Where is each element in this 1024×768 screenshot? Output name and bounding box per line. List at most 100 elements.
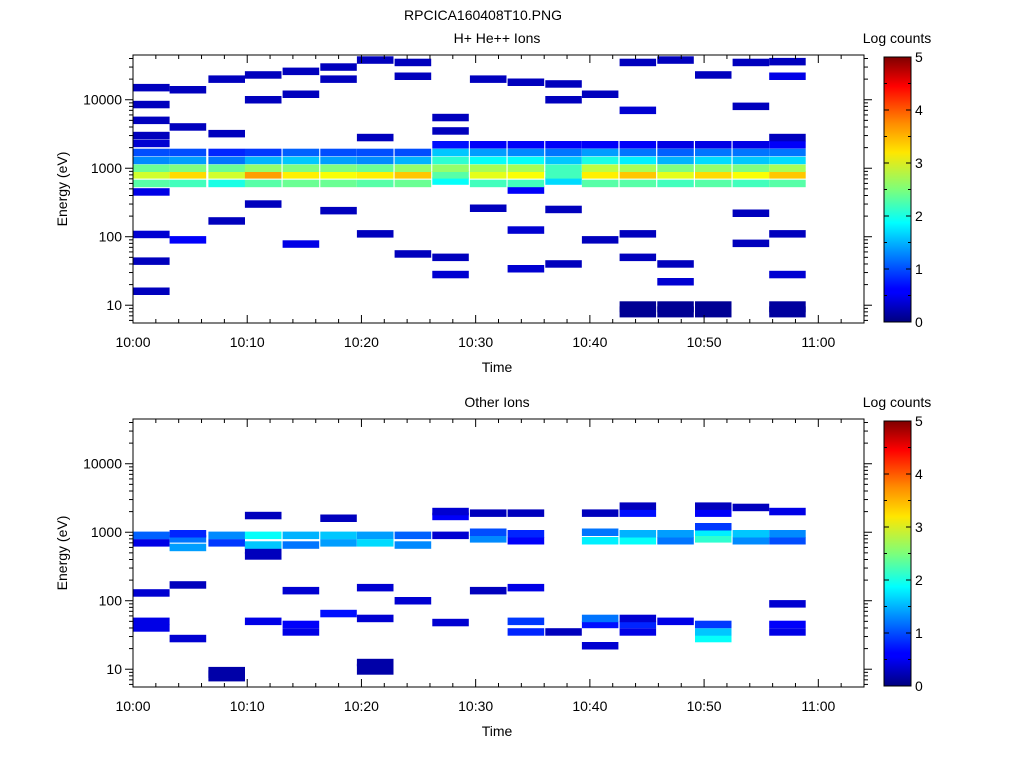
heatmap-cell <box>133 139 170 148</box>
heatmap-cell <box>394 597 432 605</box>
x-tick-label: 10:00 <box>115 698 150 714</box>
heatmap-cell <box>169 164 207 172</box>
heatmap-cell <box>244 541 282 549</box>
heatmap-cell <box>695 628 732 636</box>
heatmap-cell <box>581 620 619 629</box>
heatmap-cell <box>432 164 469 172</box>
heatmap-cell <box>657 171 694 179</box>
colorbar <box>883 56 912 323</box>
heatmap-cell <box>469 528 507 536</box>
heatmap-cell <box>545 177 582 185</box>
heatmap-cell <box>769 620 806 629</box>
heatmap-cell <box>695 509 732 517</box>
heatmap-cell <box>282 586 320 595</box>
colorbar-tick-label: 5 <box>915 49 923 65</box>
colorbar-tick-label: 4 <box>915 102 923 118</box>
x-tick-label: 11:00 <box>801 698 835 714</box>
panel-h-he-ions: H+ He++ Ions 10:00 10:10 10:20 10:30 10:40 10… <box>54 30 931 375</box>
heatmap-cells <box>133 502 806 682</box>
heatmap-cell <box>507 509 545 517</box>
heatmap-cell <box>695 179 732 188</box>
x-tick-label: 10:20 <box>344 698 379 714</box>
heatmap-cell <box>619 253 657 262</box>
heatmap-cell <box>507 171 545 179</box>
heatmap-cell <box>695 634 732 643</box>
heatmap-cell <box>619 620 657 629</box>
panel-title: Other Ions <box>464 394 529 410</box>
heatmap-cell <box>432 253 469 262</box>
heatmap-cell <box>469 141 507 149</box>
panel-title: H+ He++ Ions <box>454 30 541 46</box>
heatmap-cell <box>469 179 507 188</box>
heatmap-cell <box>282 148 320 157</box>
x-tick-label: 10:40 <box>572 334 607 350</box>
heatmap-cell <box>320 75 357 83</box>
heatmap-cell <box>769 72 806 80</box>
heatmap-cell <box>769 628 806 636</box>
heatmap-cell <box>133 100 170 109</box>
heatmap-cell <box>282 240 320 248</box>
heatmap-cell <box>320 206 357 215</box>
heatmap-cell <box>133 179 170 188</box>
heatmap-cell <box>432 127 469 135</box>
y-axis-label: Energy (eV) <box>54 516 70 591</box>
heatmap-cell <box>769 141 806 149</box>
heatmap-cell <box>208 148 245 157</box>
colorbar-tick-label: 1 <box>915 625 923 641</box>
x-tick-label: 10:40 <box>572 698 607 714</box>
heatmap-cell <box>769 156 806 165</box>
y-tick-label: 10000 <box>83 456 122 472</box>
heatmap-cell <box>244 148 282 157</box>
colorbar-tick-label: 5 <box>915 413 923 429</box>
heatmap-cell <box>133 531 170 540</box>
heatmap-cell <box>507 141 545 149</box>
heatmap-cell <box>507 164 545 172</box>
heatmap-cell <box>469 164 507 172</box>
heatmap-cell <box>769 507 806 516</box>
heatmap-cell <box>356 148 394 157</box>
heatmap-cell <box>356 658 394 667</box>
heatmap-cell <box>507 537 545 545</box>
heatmap-cell <box>320 539 357 547</box>
heatmap-cell <box>581 614 619 623</box>
heatmap-cell <box>545 80 582 88</box>
heatmap-cell <box>619 141 657 149</box>
heatmap-cell <box>769 164 806 172</box>
heatmap-cell <box>545 96 582 104</box>
heatmap-cell <box>356 531 394 540</box>
heatmap-cell <box>507 156 545 165</box>
x-axis-label: Time <box>482 359 513 375</box>
heatmap-cell <box>581 528 619 536</box>
heatmap-cell <box>133 617 170 626</box>
heatmap-cell <box>394 171 432 179</box>
heatmap-cell <box>432 177 469 185</box>
heatmap-cell <box>732 156 770 165</box>
heatmap-cell <box>133 116 170 125</box>
axes: 10:00 10:10 10:20 10:30 10:40 10:50 11:00 10 100… <box>83 55 872 350</box>
heatmap-cell <box>769 600 806 608</box>
colorbar-label: Log counts <box>863 30 932 46</box>
heatmap-cell <box>619 164 657 172</box>
heatmap-cell <box>507 583 545 592</box>
plot-frame <box>132 418 865 688</box>
heatmap-cell <box>657 278 694 286</box>
heatmap-cell <box>320 531 357 540</box>
heatmap-cell <box>244 200 282 208</box>
heatmap-cell <box>282 531 320 540</box>
heatmap-cell <box>282 620 320 629</box>
heatmap-cell <box>133 539 170 547</box>
heatmap-cell <box>244 531 282 540</box>
heatmap-cell <box>356 539 394 547</box>
heatmap-cell <box>169 236 207 244</box>
axes: 10:00 10:10 10:20 10:30 10:40 10:50 11:00 10 100… <box>83 419 872 714</box>
colorbar-tick-label: 2 <box>915 208 923 224</box>
heatmap-cell <box>356 663 394 675</box>
heatmap-cell <box>469 148 507 157</box>
heatmap-cell <box>356 179 394 188</box>
heatmap-cell <box>169 581 207 589</box>
heatmap-cell <box>581 509 619 517</box>
heatmap-cell <box>356 133 394 142</box>
heatmap-cell <box>619 106 657 115</box>
heatmap-cell <box>507 628 545 636</box>
heatmap-cell <box>169 171 207 179</box>
